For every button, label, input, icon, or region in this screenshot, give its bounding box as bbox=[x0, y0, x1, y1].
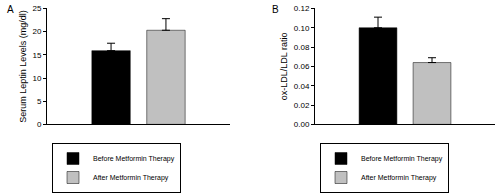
svg-text:0.02: 0.02 bbox=[294, 101, 310, 110]
svg-text:0: 0 bbox=[37, 120, 42, 129]
svg-text:0.04: 0.04 bbox=[294, 82, 310, 91]
svg-text:0.12: 0.12 bbox=[294, 4, 310, 13]
svg-text:0.06: 0.06 bbox=[294, 62, 310, 71]
svg-text:A: A bbox=[7, 4, 14, 15]
svg-text:ox-LDL/LDL ratio: ox-LDL/LDL ratio bbox=[279, 33, 289, 101]
svg-text:Before Metformin Therapy: Before Metformin Therapy bbox=[361, 155, 443, 163]
svg-text:15: 15 bbox=[32, 51, 41, 60]
svg-text:After Metformin Therapy: After Metformin Therapy bbox=[93, 174, 169, 182]
svg-text:10: 10 bbox=[32, 74, 41, 83]
svg-text:5: 5 bbox=[37, 97, 42, 106]
svg-text:Before Metformin Therapy: Before Metformin Therapy bbox=[93, 155, 175, 163]
svg-text:20: 20 bbox=[32, 27, 41, 36]
svg-text:0.10: 0.10 bbox=[294, 24, 310, 33]
svg-text:After Metformin Therapy: After Metformin Therapy bbox=[361, 174, 437, 182]
svg-text:B: B bbox=[272, 4, 279, 15]
svg-text:Serum Leptin Levels (mg/dl): Serum Leptin Levels (mg/dl) bbox=[18, 10, 28, 123]
svg-text:0.00: 0.00 bbox=[294, 120, 310, 129]
svg-text:0.08: 0.08 bbox=[294, 43, 310, 52]
svg-text:25: 25 bbox=[32, 4, 41, 13]
